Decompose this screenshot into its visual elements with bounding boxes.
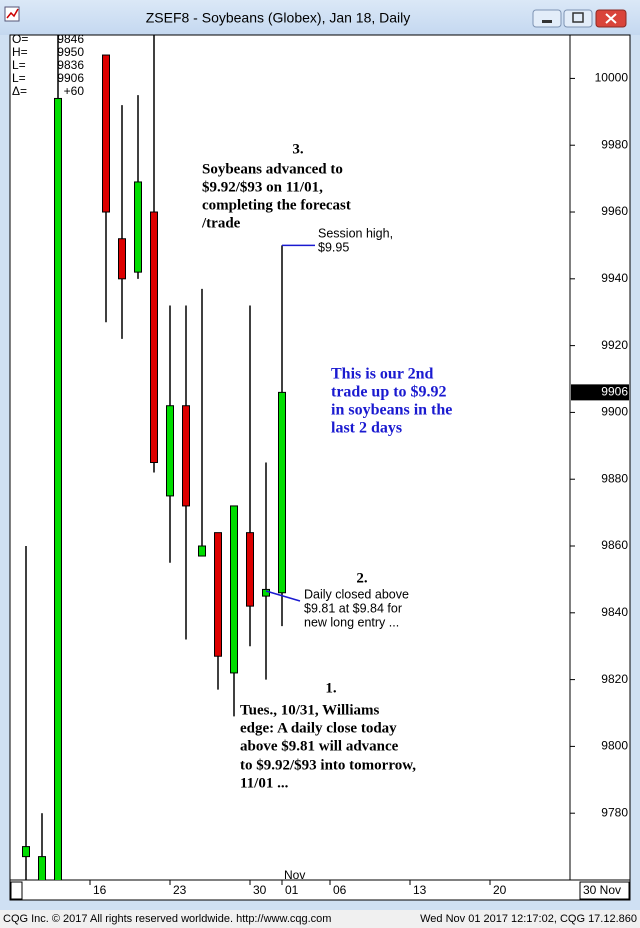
info-label: L= xyxy=(12,58,26,72)
annotation: Tues., 10/31, Williams xyxy=(240,702,380,718)
candle-body xyxy=(182,405,190,507)
time-axis xyxy=(9,879,631,901)
annotation: /trade xyxy=(201,215,241,231)
maximize-button[interactable] xyxy=(563,9,593,28)
minimize-glyph xyxy=(542,20,552,23)
step-label: 2. xyxy=(356,570,368,586)
candle-body xyxy=(54,97,62,880)
app-icon-glyph xyxy=(6,8,19,19)
candle-body xyxy=(246,532,254,607)
y-tick-label: 9800 xyxy=(601,739,628,753)
annotation: trade up to $9.92 xyxy=(331,384,447,401)
annotation: $9.81 at $9.84 for xyxy=(304,601,402,615)
x-tick-label: 23 xyxy=(173,883,187,897)
x-tick-label: 30 xyxy=(253,883,267,897)
info-label: Δ= xyxy=(12,84,27,98)
footer-right: Wed Nov 01 2017 12:17:02, CQG 17.12.860 xyxy=(420,913,637,925)
y-tick-label: 9960 xyxy=(601,204,628,218)
annotation: completing the forecast xyxy=(202,197,351,213)
y-tick-label: 9980 xyxy=(601,137,628,151)
annotation: in soybeans in the xyxy=(331,402,452,419)
annotation: to $9.92/$93 into tomorrow, xyxy=(240,757,416,773)
annotation: edge: A daily close today xyxy=(240,720,397,736)
last-price-box xyxy=(571,384,629,401)
maximize-glyph xyxy=(572,12,584,23)
x-month-label: Nov xyxy=(284,868,305,882)
x-tick-label: 13 xyxy=(413,883,427,897)
annotation: Soybeans advanced to xyxy=(202,161,343,177)
last-price-label: 9906 xyxy=(601,385,628,399)
candle-body xyxy=(134,181,142,273)
window-title: ZSEF8 - Soybeans (Globex), Jan 18, Daily xyxy=(146,10,411,26)
info-label: O= xyxy=(12,32,28,46)
annotation: Session high, xyxy=(318,226,393,240)
y-tick-label: 9920 xyxy=(601,338,628,352)
candle-body xyxy=(150,211,158,464)
x-tick-label: 16 xyxy=(93,883,107,897)
x-tick-label: 20 xyxy=(493,883,507,897)
annotation: above $9.81 will advance xyxy=(240,738,399,754)
candle-body xyxy=(198,545,206,557)
candle-body xyxy=(166,405,174,497)
candle-body xyxy=(214,532,222,657)
step-label: 3. xyxy=(292,141,304,157)
y-tick-label: 9940 xyxy=(601,271,628,285)
info-value: 9906 xyxy=(57,71,84,85)
candle-body xyxy=(278,391,286,594)
step-label: 1. xyxy=(325,680,337,696)
annotation: $9.92/$93 on 11/01, xyxy=(202,179,323,195)
candle-body xyxy=(230,505,238,674)
close-glyph xyxy=(605,13,617,24)
info-value: 9836 xyxy=(57,58,84,72)
candle-body xyxy=(118,238,126,280)
price-axis xyxy=(569,34,631,881)
y-tick-label: 10000 xyxy=(595,71,629,85)
info-value: +60 xyxy=(64,84,85,98)
x-tick-label: 06 xyxy=(333,883,347,897)
annotation: $9.95 xyxy=(318,240,349,254)
y-tick-label: 9900 xyxy=(601,405,628,419)
annotation: new long entry ... xyxy=(304,615,399,629)
annotation: 11/01 ... xyxy=(240,775,289,791)
end-label-box xyxy=(579,881,630,900)
annotation: Daily closed above xyxy=(304,587,409,601)
annotation: This is our 2nd xyxy=(331,366,434,383)
x-tick-label: 01 xyxy=(285,883,299,897)
y-tick-label: 9860 xyxy=(601,538,628,552)
info-label: L= xyxy=(12,71,26,85)
candle-body xyxy=(102,54,110,213)
candle-body xyxy=(262,588,270,597)
scroll-box[interactable] xyxy=(10,881,23,900)
info-value: 9846 xyxy=(57,32,84,46)
candle-body xyxy=(38,856,46,880)
y-tick-label: 9880 xyxy=(601,471,628,485)
y-tick-label: 9840 xyxy=(601,605,628,619)
annotation: last 2 days xyxy=(331,420,402,437)
candles xyxy=(22,35,286,880)
footer-left: CQG Inc. © 2017 All rights reserved worl… xyxy=(3,913,331,925)
connector xyxy=(265,590,301,602)
info-label: H= xyxy=(12,45,28,59)
y-tick-label: 9820 xyxy=(601,672,628,686)
minimize-button[interactable] xyxy=(532,9,562,28)
y-tick-label: 9780 xyxy=(601,805,628,819)
window-controls[interactable] xyxy=(532,9,627,28)
x-end-label: 30 Nov xyxy=(583,883,621,897)
info-value: 9950 xyxy=(57,45,84,59)
footer-bar xyxy=(0,910,640,928)
candle-body xyxy=(22,846,30,858)
